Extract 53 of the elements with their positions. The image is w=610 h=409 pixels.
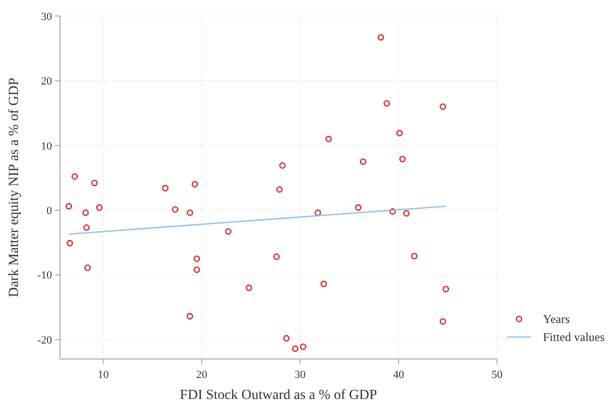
y-tick-label: -20	[37, 334, 52, 346]
point	[442, 286, 450, 292]
point	[384, 100, 390, 107]
point	[440, 103, 446, 110]
point	[72, 173, 78, 180]
point	[84, 264, 91, 271]
x-tick-label: 40	[393, 369, 405, 381]
point	[325, 136, 332, 142]
point	[246, 284, 252, 292]
point	[314, 209, 322, 216]
point	[192, 181, 198, 188]
point	[276, 186, 283, 193]
point	[403, 210, 410, 217]
legend-label: Years	[543, 312, 570, 326]
point	[300, 343, 306, 350]
point	[279, 162, 286, 169]
point	[354, 204, 362, 211]
point	[162, 184, 169, 192]
y-tick-label: -10	[37, 270, 52, 282]
x-tick-label: 10	[98, 369, 110, 381]
y-tick-label: 30	[41, 10, 52, 23]
point	[96, 204, 103, 211]
point	[66, 203, 72, 210]
point	[396, 130, 403, 136]
point	[82, 209, 89, 216]
point	[194, 266, 200, 273]
x-tick-label: 30	[294, 369, 306, 381]
point	[225, 228, 232, 235]
legend-label: Fitted values	[543, 330, 605, 344]
point	[399, 156, 406, 162]
y-tick-label: 10	[41, 140, 52, 152]
point	[389, 208, 396, 215]
y-axis-title: Dark Matter equity NIP as a % of GDP	[7, 78, 22, 298]
point	[360, 158, 366, 165]
point	[91, 180, 98, 186]
y-tick-label: 20	[41, 76, 52, 88]
point	[292, 345, 298, 352]
point	[194, 255, 200, 262]
point	[273, 253, 280, 260]
x-axis-title: FDI Stock Outward as a % of GDP	[180, 388, 378, 403]
y-tick-label: 0	[46, 205, 52, 217]
x-tick-label: 50	[492, 369, 503, 381]
point	[186, 313, 194, 320]
point	[172, 206, 178, 213]
point	[83, 224, 90, 231]
point	[411, 252, 418, 260]
point	[440, 318, 446, 325]
point	[186, 209, 194, 216]
x-tick-label: 20	[196, 369, 208, 381]
point	[66, 240, 74, 246]
point	[378, 34, 384, 41]
point	[320, 280, 328, 288]
point	[283, 335, 290, 342]
